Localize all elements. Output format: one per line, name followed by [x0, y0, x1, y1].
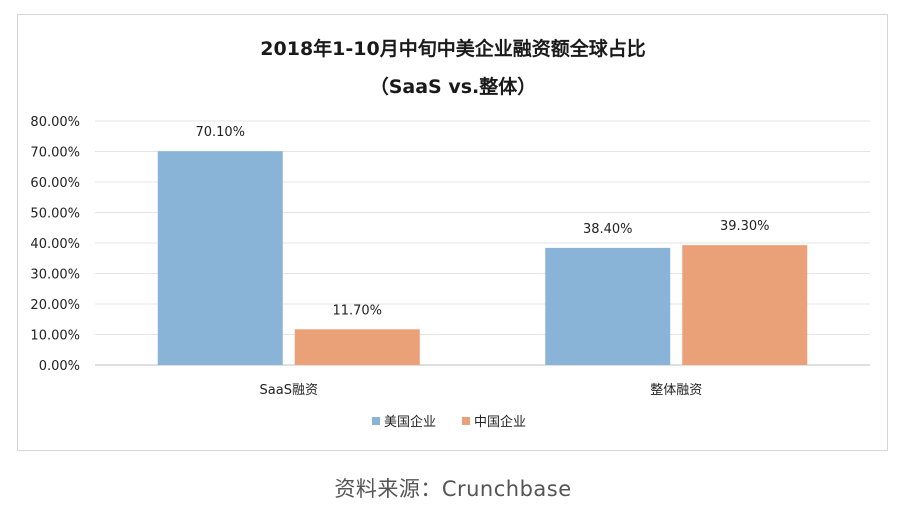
y-tick-label: 20.00%: [30, 298, 80, 313]
data-label: 70.10%: [195, 125, 245, 140]
data-label: 39.30%: [720, 219, 770, 234]
y-tick-label: 30.00%: [30, 268, 80, 283]
source-note: 资料来源：Crunchbase: [334, 477, 572, 501]
x-tick-label: 整体融资: [650, 383, 702, 398]
chart-subtitle: （SaaS vs.整体）: [369, 76, 537, 98]
bar: [545, 247, 671, 365]
legend-swatch: [462, 417, 470, 425]
y-tick-label: 60.00%: [30, 176, 80, 191]
legend-label: 美国企业: [384, 414, 436, 430]
x-tick-label: SaaS融资: [260, 383, 318, 398]
y-tick-label: 40.00%: [30, 237, 80, 252]
chart-title: 2018年1-10月中旬中美企业融资额全球占比: [260, 38, 646, 60]
y-tick-label: 0.00%: [39, 359, 80, 374]
y-tick-label: 80.00%: [30, 115, 80, 130]
data-label: 38.40%: [583, 222, 633, 237]
data-label: 11.70%: [332, 303, 382, 318]
bar: [682, 245, 808, 365]
legend-label: 中国企业: [474, 414, 526, 430]
y-tick-label: 50.00%: [30, 207, 80, 222]
bar: [157, 151, 283, 365]
legend-swatch: [372, 417, 380, 425]
y-tick-label: 70.00%: [30, 146, 80, 161]
bar: [294, 329, 420, 365]
y-tick-label: 10.00%: [30, 329, 80, 344]
